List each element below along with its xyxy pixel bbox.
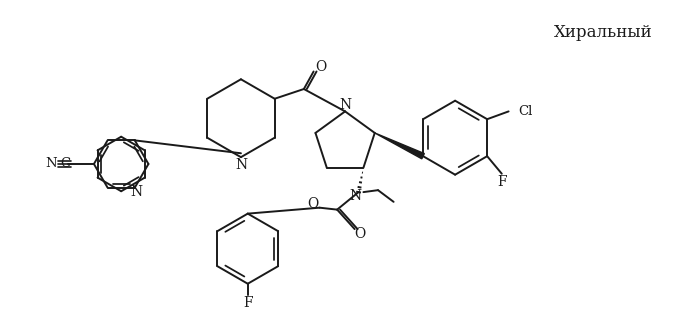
- Text: N: N: [350, 189, 362, 203]
- Text: O: O: [315, 60, 326, 74]
- Text: C: C: [61, 158, 70, 170]
- Text: N: N: [45, 158, 57, 170]
- Text: N: N: [235, 158, 247, 172]
- Polygon shape: [375, 133, 424, 159]
- Text: Хиральный: Хиральный: [554, 24, 653, 41]
- Text: Cl: Cl: [519, 105, 533, 118]
- Text: N: N: [131, 185, 143, 199]
- Text: O: O: [307, 197, 318, 211]
- Text: F: F: [497, 174, 507, 188]
- Text: O: O: [354, 227, 365, 241]
- Text: F: F: [243, 296, 253, 310]
- Text: N: N: [339, 98, 351, 112]
